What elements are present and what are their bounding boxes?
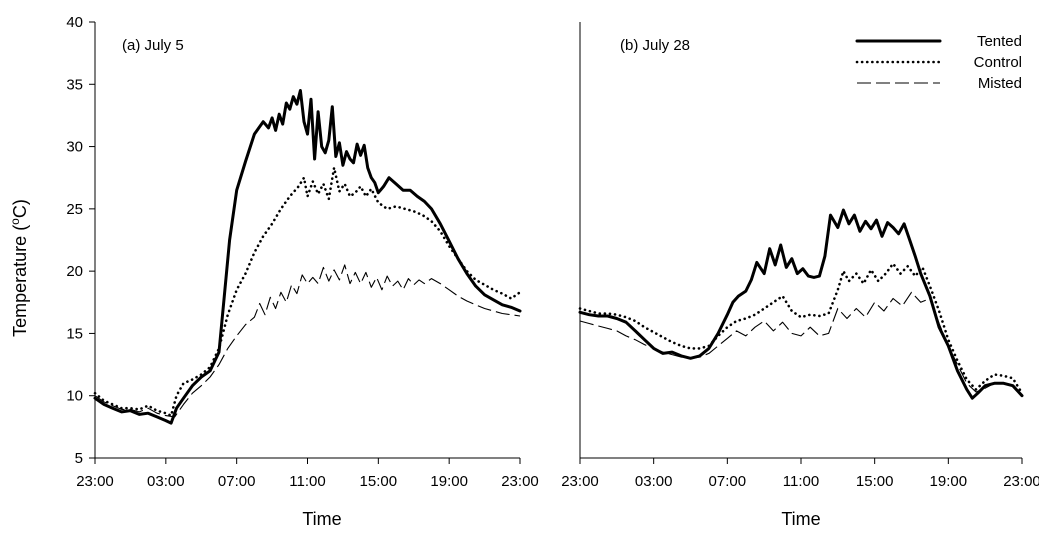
x-tick-label: 15:00 xyxy=(360,473,398,490)
x-tick-label: 07:00 xyxy=(218,473,256,490)
x-tick-label: 19:00 xyxy=(430,473,468,490)
panel-b: (b) July 28 Time 23:00 03:00 07:00 11:00 15:… xyxy=(561,22,1039,529)
x-tick-label: 11:00 xyxy=(783,473,819,490)
y-tick-label: 35 xyxy=(66,76,83,93)
series-line-tented-b xyxy=(578,208,1024,400)
x-tick-label: 23:00 xyxy=(561,473,599,490)
series-line-control-a xyxy=(93,166,522,417)
x-tick-label: 19:00 xyxy=(930,473,968,490)
x-tick-label: 23:00 xyxy=(501,473,539,490)
x-axis-title-b: Time xyxy=(781,509,820,529)
y-tick-label: 10 xyxy=(66,388,83,405)
x-tick-label: 03:00 xyxy=(147,473,185,490)
y-tick-label: 40 xyxy=(66,14,83,31)
legend-label-misted: Misted xyxy=(978,75,1022,92)
x-tick-label: 07:00 xyxy=(709,473,747,490)
panel-label-a: (a) July 5 xyxy=(122,37,184,54)
series-line-misted-b xyxy=(579,291,1023,397)
legend-label-control: Control xyxy=(974,54,1022,71)
x-axis-title-a: Time xyxy=(302,509,341,529)
series-line-tented-a xyxy=(93,89,522,425)
x-tick-label: 23:00 xyxy=(76,473,114,490)
panel-label-b: (b) July 28 xyxy=(620,37,690,54)
y-tick-label: 20 xyxy=(66,263,83,280)
y-tick-label: 25 xyxy=(66,201,83,218)
y-tick-label: 5 xyxy=(75,450,83,467)
x-tick-label: 03:00 xyxy=(635,473,673,490)
legend-label-tented: Tented xyxy=(977,33,1022,50)
series-line-misted-a xyxy=(94,264,521,418)
series-line-control-b xyxy=(578,262,1024,395)
x-tick-label: 15:00 xyxy=(856,473,894,490)
y-axis-title: Temperature (oC) xyxy=(8,199,30,337)
y-tick-label: 15 xyxy=(66,325,83,342)
legend: Tented Control Misted xyxy=(855,33,1022,92)
panel-a: Temperature (oC) (a) July 5 Time 5 10 15 20… xyxy=(8,14,539,529)
x-tick-label: 23:00 xyxy=(1003,473,1039,490)
y-tick-label: 30 xyxy=(66,139,83,156)
x-tick-label: 11:00 xyxy=(289,473,325,490)
